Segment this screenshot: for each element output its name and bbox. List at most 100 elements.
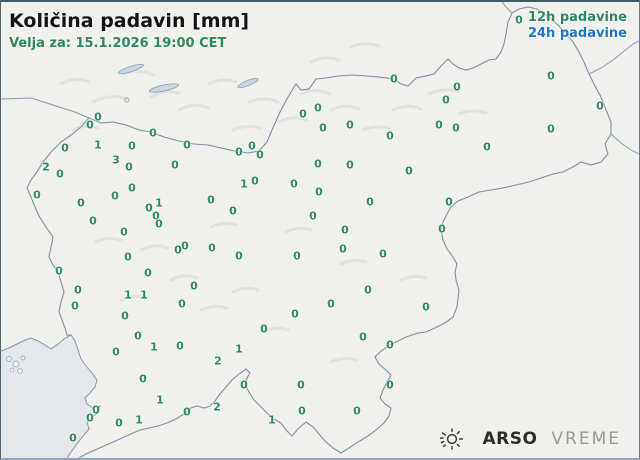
station-value: 2 xyxy=(42,160,50,174)
station-value: 0 xyxy=(229,204,237,218)
station-value: 0 xyxy=(547,69,555,83)
station-value: 0 xyxy=(547,122,555,136)
station-value: 0 xyxy=(379,247,387,261)
station-value: 0 xyxy=(69,431,77,445)
station-value: 0 xyxy=(183,138,191,152)
legend-item-12h[interactable]: 12h padavine xyxy=(527,10,627,25)
station-value: 0 xyxy=(298,404,306,418)
station-value: 0 xyxy=(386,129,394,143)
station-value: 0 xyxy=(314,157,322,171)
station-value: 3 xyxy=(112,153,120,167)
station-value: 1 xyxy=(240,177,248,191)
station-value: 0 xyxy=(386,338,394,352)
station-value: 0 xyxy=(260,322,268,336)
station-value: 0 xyxy=(515,13,523,27)
neighbour-borders xyxy=(1,2,639,155)
station-value: 0 xyxy=(390,72,398,86)
station-value: 0 xyxy=(74,283,82,297)
station-value: 0 xyxy=(155,217,163,231)
station-value: 0 xyxy=(452,121,460,135)
station-value: 0 xyxy=(422,300,430,314)
legend-item-24h[interactable]: 24h padavine xyxy=(527,26,627,41)
station-value: 0 xyxy=(327,297,335,311)
station-value: 1 xyxy=(94,138,102,152)
station-value: 1 xyxy=(124,288,132,302)
station-value: 0 xyxy=(309,209,317,223)
station-value: 0 xyxy=(174,243,182,257)
logo-arso-text: ARSO xyxy=(482,429,538,449)
station-value: 0 xyxy=(235,249,243,263)
station-value: 0 xyxy=(86,118,94,132)
station-value: 0 xyxy=(120,225,128,239)
station-value: 0 xyxy=(297,378,305,392)
station-value: 0 xyxy=(94,110,102,124)
station-value: 0 xyxy=(128,139,136,153)
station-value: 0 xyxy=(248,139,256,153)
coastline xyxy=(1,334,101,458)
station-value: 0 xyxy=(128,181,136,195)
station-value: 0 xyxy=(121,309,129,323)
station-value: 0 xyxy=(346,118,354,132)
station-value: 0 xyxy=(596,99,604,113)
station-value: 1 xyxy=(140,288,148,302)
station-value: 2 xyxy=(214,354,222,368)
station-value: 0 xyxy=(55,264,63,278)
station-value: 0 xyxy=(178,297,186,311)
sea xyxy=(1,335,100,458)
station-value: 0 xyxy=(235,145,243,159)
station-value: 2 xyxy=(213,400,221,414)
station-value: 0 xyxy=(483,140,491,154)
station-value: 1 xyxy=(135,413,143,427)
station-value: 0 xyxy=(207,193,215,207)
station-value: 0 xyxy=(339,242,347,256)
station-value: 0 xyxy=(314,101,322,115)
station-value: 1 xyxy=(150,340,158,354)
station-value: 0 xyxy=(341,223,349,237)
station-value: 1 xyxy=(268,413,276,427)
station-value: 0 xyxy=(71,299,79,313)
station-value: 0 xyxy=(405,164,413,178)
legend: 12h padavine 24h padavine xyxy=(528,10,627,42)
station-value: 0 xyxy=(319,121,327,135)
station-value: 0 xyxy=(139,372,147,386)
station-value: 1 xyxy=(156,393,164,407)
station-value: 0 xyxy=(124,250,132,264)
station-value: 0 xyxy=(346,158,354,172)
lagoon-islands xyxy=(6,355,26,374)
station-value: 0 xyxy=(134,329,142,343)
station-value: 0 xyxy=(144,266,152,280)
station-value: 0 xyxy=(183,405,191,419)
station-value: 0 xyxy=(445,195,453,209)
station-value: 0 xyxy=(89,214,97,228)
logo: ARSO VREME xyxy=(438,426,621,452)
station-value: 0 xyxy=(171,158,179,172)
west-border xyxy=(26,117,90,336)
station-value: 0 xyxy=(145,201,153,215)
station-value: 0 xyxy=(92,403,100,417)
station-value: 0 xyxy=(33,188,41,202)
valid-time: Velja za: 15.1.2026 19:00 CET xyxy=(9,36,227,51)
station-value: 0 xyxy=(256,148,264,162)
station-value: 1 xyxy=(155,196,163,210)
station-value: 0 xyxy=(61,141,69,155)
station-value: 0 xyxy=(442,93,450,107)
station-value: 0 xyxy=(86,411,94,425)
station-value: 0 xyxy=(208,241,216,255)
station-value: 0 xyxy=(181,239,189,253)
station-value: 0 xyxy=(112,345,120,359)
station-value: 0 xyxy=(152,209,160,223)
station-value: 0 xyxy=(77,196,85,210)
station-value: 0 xyxy=(438,222,446,236)
station-value: 0 xyxy=(453,80,461,94)
logo-vreme-text: VREME xyxy=(551,429,621,449)
station-value: 0 xyxy=(353,404,361,418)
station-value: 0 xyxy=(299,107,307,121)
station-value: 0 xyxy=(176,339,184,353)
station-value: 0 xyxy=(290,177,298,191)
station-value: 0 xyxy=(435,118,443,132)
station-value: 0 xyxy=(386,378,394,392)
station-value: 0 xyxy=(115,416,123,430)
station-value: 0 xyxy=(364,283,372,297)
station-value: 1 xyxy=(235,342,243,356)
